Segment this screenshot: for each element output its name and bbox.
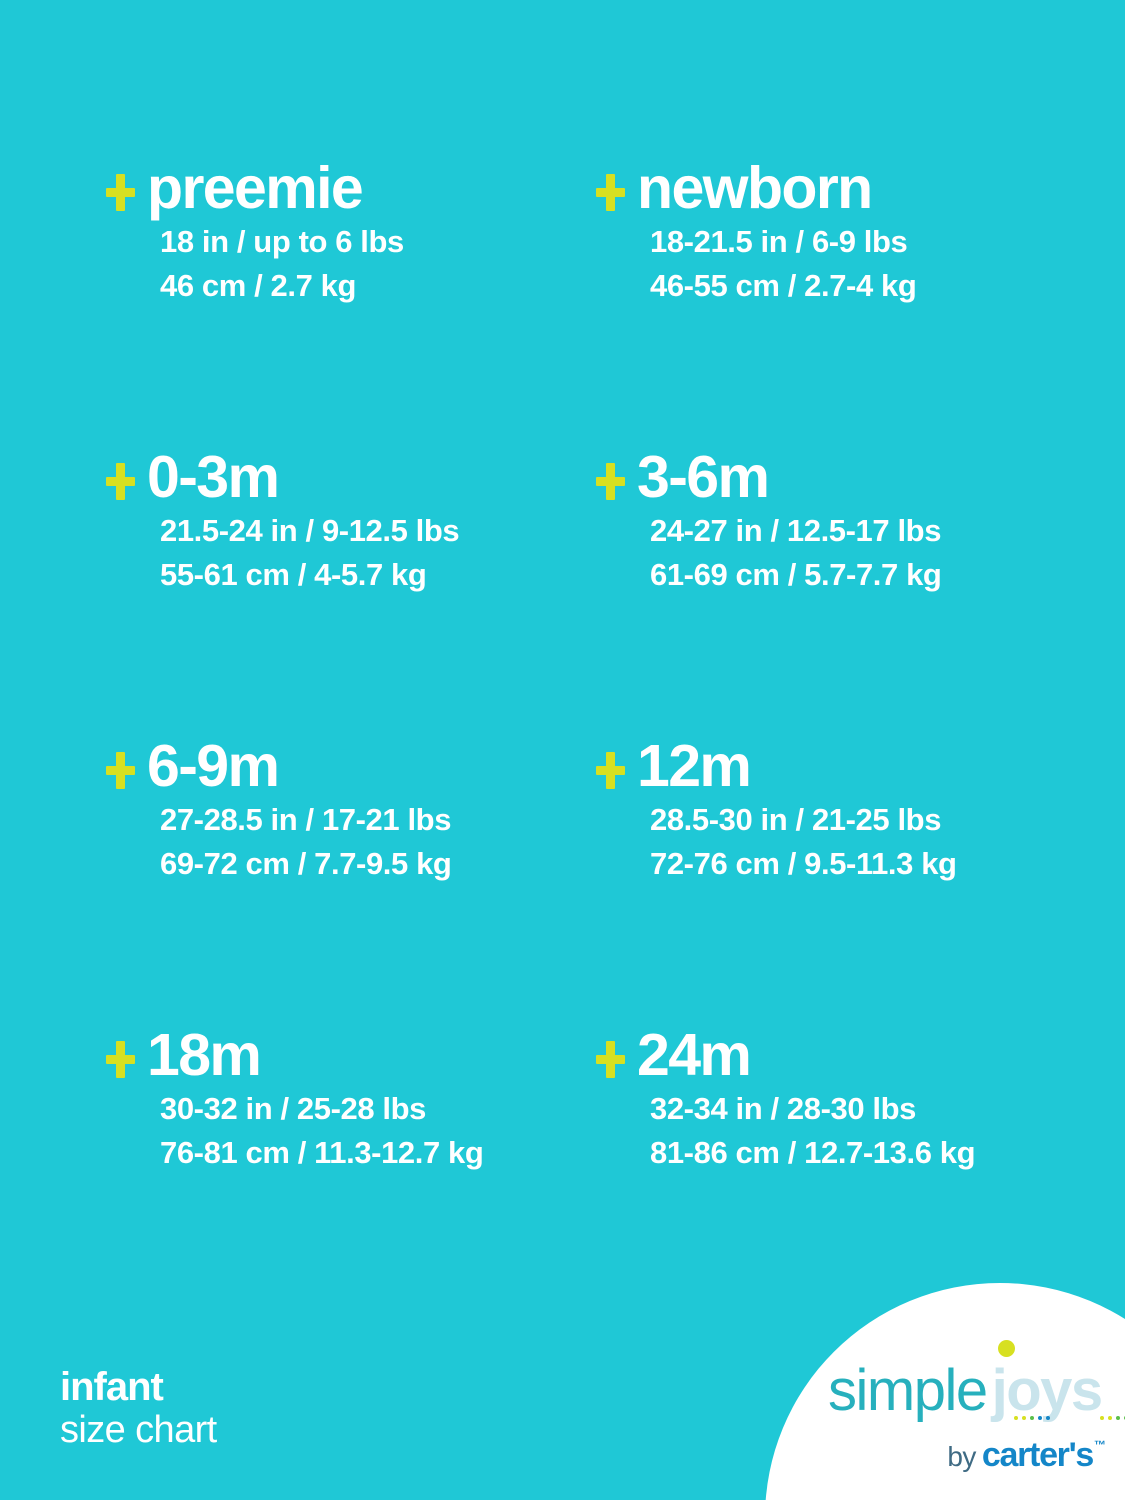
chart-caption: infant size chart (60, 1366, 217, 1452)
plus-icon (593, 449, 627, 501)
size-measurement-lines: 18 in / up to 6 lbs 46 cm / 2.7 kg (103, 220, 593, 309)
brand-byline: by carter's ™ (828, 1436, 1108, 1475)
size-measure-imperial: 30-32 in / 25-28 lbs (160, 1090, 426, 1126)
size-measure-imperial: 18-21.5 in / 6-9 lbs (650, 223, 908, 259)
size-measure-imperial: 21.5-24 in / 9-12.5 lbs (160, 512, 460, 548)
size-measurement-lines: 28.5-30 in / 21-25 lbs 72-76 cm / 9.5-11… (593, 798, 1083, 887)
size-entry-24m: 24m 32-34 in / 28-30 lbs 81-86 cm / 12.7… (593, 1022, 1083, 1316)
size-measure-metric: 46 cm / 2.7 kg (160, 268, 357, 304)
size-heading: 0-3m (103, 444, 593, 510)
size-measure-imperial: 24-27 in / 12.5-17 lbs (650, 512, 942, 548)
brand-by-text: by (947, 1441, 976, 1472)
plus-icon (103, 1027, 137, 1079)
plus-icon (593, 1027, 627, 1079)
size-measurement-lines: 27-28.5 in / 17-21 lbs 69-72 cm / 7.7-9.… (103, 798, 593, 887)
brand-dot-row-left (1013, 1416, 1050, 1420)
brand-logo: simple joys by carter's ™ (828, 1340, 1125, 1475)
size-measure-imperial: 18 in / up to 6 lbs (160, 223, 404, 259)
size-measure-imperial: 27-28.5 in / 17-21 lbs (160, 801, 452, 837)
size-entry-6-9m: 6-9m 27-28.5 in / 17-21 lbs 69-72 cm / 7… (103, 733, 593, 1027)
size-entry-0-3m: 0-3m 21.5-24 in / 9-12.5 lbs 55-61 cm / … (103, 444, 593, 738)
size-name-label: newborn (637, 155, 873, 221)
brand-j-dot-icon (997, 1340, 1015, 1357)
plus-icon (593, 160, 627, 212)
brand-simple-text: simple (828, 1358, 988, 1423)
size-measurement-lines: 32-34 in / 28-30 lbs 81-86 cm / 12.7-13.… (593, 1087, 1083, 1176)
size-measure-imperial: 28.5-30 in / 21-25 lbs (650, 801, 942, 837)
size-heading: 3-6m (593, 444, 1083, 510)
size-heading: 12m (593, 733, 1083, 799)
size-heading: newborn (593, 155, 1083, 221)
size-entry-newborn: newborn 18-21.5 in / 6-9 lbs 46-55 cm / … (593, 155, 1083, 449)
plus-icon (103, 738, 137, 790)
brand-wordmark: simple joys (828, 1340, 1125, 1423)
brand-carters-text: carter's (981, 1436, 1094, 1474)
size-entry-12m: 12m 28.5-30 in / 21-25 lbs 72-76 cm / 9.… (593, 733, 1083, 1027)
size-name-label: 6-9m (147, 733, 280, 799)
size-measurement-lines: 24-27 in / 12.5-17 lbs 61-69 cm / 5.7-7.… (593, 509, 1083, 598)
size-measure-metric: 81-86 cm / 12.7-13.6 kg (650, 1135, 976, 1171)
size-measure-metric: 46-55 cm / 2.7-4 kg (650, 268, 917, 304)
size-name-label: 0-3m (147, 444, 280, 510)
size-entry-grid: preemie 18 in / up to 6 lbs 46 cm / 2.7 … (103, 155, 1083, 1316)
brand-dot-row-right (1099, 1416, 1125, 1420)
size-heading: 6-9m (103, 733, 593, 799)
size-measure-metric: 76-81 cm / 11.3-12.7 kg (160, 1135, 484, 1171)
size-entry-18m: 18m 30-32 in / 25-28 lbs 76-81 cm / 11.3… (103, 1022, 593, 1316)
size-name-label: 18m (147, 1022, 262, 1088)
size-name-label: preemie (147, 155, 364, 221)
plus-icon (103, 449, 137, 501)
page-title: infant (60, 1365, 164, 1410)
size-heading: preemie (103, 155, 593, 221)
size-entry-3-6m: 3-6m 24-27 in / 12.5-17 lbs 61-69 cm / 5… (593, 444, 1083, 738)
size-measure-metric: 69-72 cm / 7.7-9.5 kg (160, 846, 452, 882)
size-name-label: 3-6m (637, 444, 770, 510)
trademark-icon: ™ (1094, 1438, 1106, 1452)
size-measure-metric: 72-76 cm / 9.5-11.3 kg (650, 846, 957, 882)
plus-icon (103, 160, 137, 212)
size-measure-metric: 61-69 cm / 5.7-7.7 kg (650, 557, 942, 593)
size-name-label: 24m (637, 1022, 752, 1088)
size-heading: 18m (103, 1022, 593, 1088)
page-subtitle: size chart (60, 1409, 217, 1452)
size-measurement-lines: 21.5-24 in / 9-12.5 lbs 55-61 cm / 4-5.7… (103, 509, 593, 598)
size-measure-imperial: 32-34 in / 28-30 lbs (650, 1090, 916, 1126)
size-heading: 24m (593, 1022, 1083, 1088)
size-entry-preemie: preemie 18 in / up to 6 lbs 46 cm / 2.7 … (103, 155, 593, 449)
size-name-label: 12m (637, 733, 752, 799)
size-measurement-lines: 18-21.5 in / 6-9 lbs 46-55 cm / 2.7-4 kg (593, 220, 1083, 309)
size-measure-metric: 55-61 cm / 4-5.7 kg (160, 557, 427, 593)
brand-joys-text: joys (991, 1358, 1104, 1423)
size-measurement-lines: 30-32 in / 25-28 lbs 76-81 cm / 11.3-12.… (103, 1087, 593, 1176)
plus-icon (593, 738, 627, 790)
brand-joys-wrapper: joys (992, 1340, 1125, 1420)
